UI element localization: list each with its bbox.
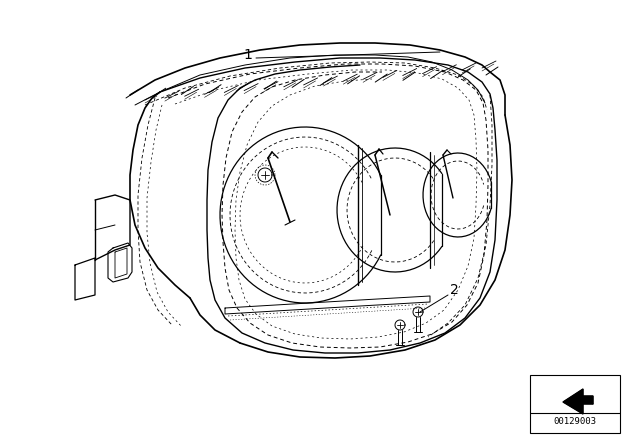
Polygon shape: [563, 389, 593, 414]
FancyBboxPatch shape: [530, 375, 620, 433]
Text: 00129003: 00129003: [554, 417, 596, 426]
Text: 1: 1: [244, 48, 252, 62]
Text: 2: 2: [450, 283, 459, 297]
